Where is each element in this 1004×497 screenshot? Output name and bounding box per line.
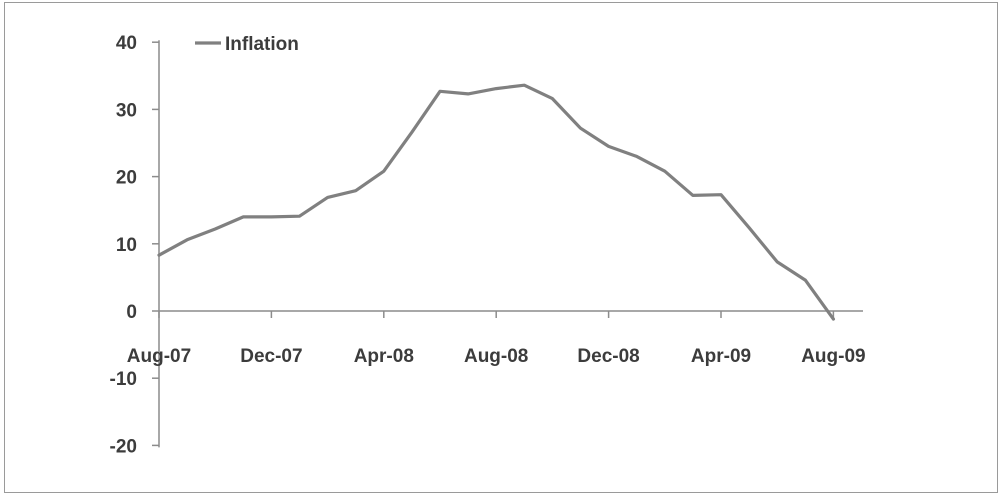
y-tick-label: 20 [116,168,137,189]
x-tick-label: Aug-08 [464,346,528,367]
x-tick-label: Apr-09 [691,346,751,367]
y-tick-label: 10 [116,235,137,256]
y-tick-label: 0 [126,302,137,323]
x-tick-label: Apr-08 [354,346,414,367]
inflation-line-chart: 40 30 20 10 0 -10 -20 Aug-07 Dec-07 Apr-08 Aug-08 D… [110,33,866,457]
x-tick-label: Dec-08 [577,346,639,367]
y-tick-label: -20 [110,436,137,457]
inflation-series-line [157,83,835,321]
chart-frame: 40 30 20 10 0 -10 -20 Aug-07 Dec-07 Apr-08 Aug-08 D… [4,2,998,493]
x-tick-label: Aug-09 [801,346,865,367]
y-tick-label: 40 [116,33,137,54]
y-tick-label: 30 [116,100,137,121]
x-tick-label: Dec-07 [240,346,302,367]
legend-label-inflation: Inflation [225,34,299,55]
y-tick-label: -10 [110,369,137,390]
x-tick-label: Aug-07 [127,346,191,367]
